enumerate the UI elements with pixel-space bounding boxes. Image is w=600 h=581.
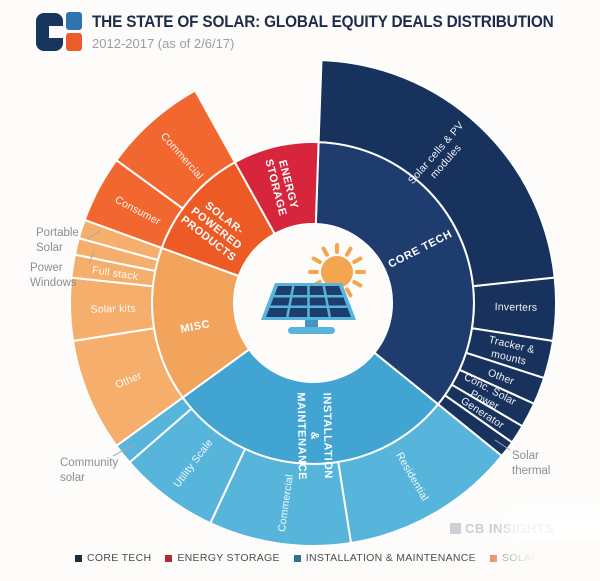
label-misc: MISC [180,318,212,335]
legend-label: CORE TECH [87,552,152,564]
sunburst-wedges [68,59,558,547]
solar-thermal-callout-leader-line [494,439,511,451]
legend-bullet [75,554,82,562]
legend-bullet [165,554,173,562]
solar-panel-icon [261,283,356,334]
logo-c-block [36,13,63,51]
logo-blue-square [66,12,82,30]
logo-orange-square [66,33,82,51]
segment-commercial-spp [115,89,236,210]
portable-solar-callout-leader-line [86,230,101,240]
portable-solar-callout: Portable Solar [36,227,79,254]
legend-item-core-tech: CORE TECH [75,552,151,564]
label-solar-kits: Solar kits [90,303,135,316]
legend-label: INSTALLATION & MAINTENANCE [305,552,476,564]
solar-thermal-callout: Solar thermal [512,450,550,477]
segment-solar-cells-pv-modules [317,59,556,288]
power-windows-callout-leader-line [88,250,95,265]
community-solar-callout-leader-line [112,443,136,457]
page-title: THE STATE OF SOLAR: GLOBAL EQUITY DEALS … [92,13,554,31]
center-illustration [261,243,366,334]
community-solar-callout: Community solar [60,457,118,484]
legend-item-energy-storage: ENERGY STORAGE [165,552,279,564]
outside-labels: Portable Solar Power Windows Community solar S… [30,227,550,484]
header: THE STATE OF SOLAR: GLOBAL EQUITY DEALS … [36,12,588,52]
label-installation-maintenance: INSTALLATION&MAINTENANCE [295,392,335,481]
segment-energy-storage [233,141,320,235]
cb-insights-logo [36,12,82,51]
power-windows-callout: Power Windows [30,262,77,289]
legend-label: ENERGY STORAGE [177,552,280,564]
legend-fade-overlay [465,538,600,581]
legend-item-installation-maintenance: INSTALLATION & MAINTENANCE [293,552,476,564]
legend-bullet [293,554,301,562]
page-subtitle: 2012-2017 (as of 2/6/17) [92,36,235,51]
watermark-logo-icon [450,523,461,534]
label-inverters: Inverters [495,301,538,314]
leader-lines [86,230,511,457]
